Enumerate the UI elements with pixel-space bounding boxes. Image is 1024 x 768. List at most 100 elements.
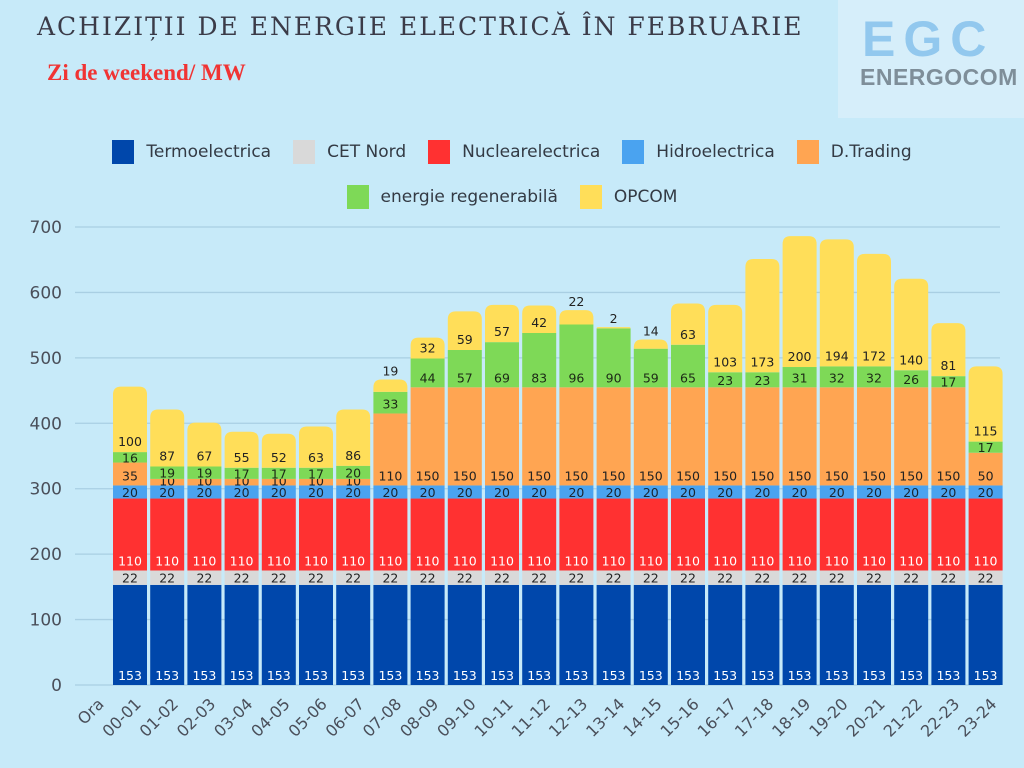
data-label: 110 [676, 554, 700, 569]
data-label: 22 [568, 294, 584, 309]
data-label: 140 [899, 352, 923, 367]
data-label: 153 [527, 668, 551, 683]
data-label: 110 [341, 554, 365, 569]
data-label: 32 [866, 370, 882, 385]
data-label: 153 [118, 668, 142, 683]
bar-segment [485, 498, 519, 571]
bar-segment [113, 570, 147, 585]
bar-segment [633, 348, 668, 388]
data-label: 153 [825, 668, 849, 683]
bar-segment [671, 498, 705, 571]
data-label: 110 [825, 554, 849, 569]
bar-segment [931, 376, 966, 388]
data-label: 150 [416, 468, 440, 483]
legend-label: OPCOM [613, 187, 678, 207]
data-label: 22 [568, 571, 584, 586]
legend-item: Nuclearelectrica [428, 140, 600, 164]
x-tick-label: 14-15 [619, 694, 665, 740]
bar-segment [522, 570, 557, 585]
bar-segment [261, 584, 296, 685]
bar-segment [410, 387, 445, 486]
bar-segment [782, 570, 817, 585]
bar-stack: 153 22 110 20 150 83 42 [522, 305, 557, 685]
bar-segment [968, 570, 1003, 585]
bar-stack: 153 22 110 20 150 44 32 [410, 337, 445, 685]
bar-segment [336, 498, 371, 571]
legend-swatch [796, 140, 819, 164]
bar-segment [336, 485, 371, 499]
data-label: 33 [382, 396, 398, 411]
bar-segment [373, 485, 408, 499]
chart-title: ACHIZIȚII DE ENERGIE ELECTRICĂ ÎN FEBRUA… [37, 12, 804, 41]
bar-segment [150, 584, 185, 685]
data-label: 20 [568, 485, 584, 500]
bar-segment [857, 387, 891, 486]
data-label: 22 [420, 571, 436, 586]
bar-segment [968, 498, 1003, 571]
bar-segment [522, 485, 557, 499]
data-label: 23 [754, 373, 770, 388]
data-label: 150 [862, 468, 886, 483]
bar-segment [782, 584, 817, 685]
data-label: 150 [602, 468, 626, 483]
data-label: 150 [639, 468, 663, 483]
data-label: 32 [829, 370, 845, 385]
bar-stack: 153 22 110 20 150 69 57 [485, 304, 519, 685]
bar-segment [708, 304, 743, 373]
data-label: 22 [382, 571, 398, 586]
bar-segment [224, 431, 259, 468]
data-label: 20 [345, 465, 361, 480]
bar-segment [522, 305, 557, 333]
data-label: 20 [717, 485, 733, 500]
data-label: 17 [308, 466, 324, 481]
data-label: 20 [159, 485, 175, 500]
data-label: 20 [903, 485, 919, 500]
data-label: 81 [940, 358, 956, 373]
bar-segment [187, 584, 222, 685]
data-label: 86 [345, 448, 361, 463]
bar-segment [931, 485, 966, 499]
bar-stack: 153 22 110 20 150 65 63 [671, 303, 705, 685]
bar-segment [782, 367, 817, 388]
bar-segment [931, 570, 966, 585]
bar-segment [410, 358, 445, 388]
legend-label: Nuclearelectrica [462, 142, 601, 162]
bar-segment [596, 387, 631, 486]
bar-segment [150, 485, 185, 499]
x-tick-label: 02-03 [173, 694, 219, 740]
bar-segment [187, 478, 222, 486]
data-label: 20 [531, 485, 547, 500]
data-label: 153 [230, 668, 254, 683]
x-tick-label: 19-20 [805, 694, 851, 740]
x-tick-label: 03-04 [210, 694, 256, 740]
bar-segment [410, 337, 445, 359]
bar-segment [559, 387, 594, 486]
bar-stack: 153 22 110 20 110 33 19 [373, 363, 408, 685]
bar-segment [968, 452, 1003, 486]
bar-segment [261, 467, 296, 479]
legend-item: Termoelectrica [112, 140, 271, 164]
data-label: 153 [676, 668, 700, 683]
bar-segment [150, 466, 185, 479]
bar-segment [187, 570, 222, 585]
data-label: 110 [750, 554, 774, 569]
bar-segment [373, 570, 408, 585]
bar-segment [336, 584, 371, 685]
data-label: 22 [829, 571, 845, 586]
data-label: 150 [825, 468, 849, 483]
data-label: 110 [192, 554, 216, 569]
data-label: 194 [825, 348, 849, 363]
x-tick-label: 05-06 [285, 694, 331, 740]
data-label: 150 [936, 468, 960, 483]
data-label: 22 [271, 571, 287, 586]
data-label: 50 [978, 468, 994, 483]
data-label: 150 [676, 468, 700, 483]
bar-segment [596, 498, 631, 571]
data-label: 19 [159, 466, 175, 481]
legend-label: Termoelectrica [146, 142, 272, 162]
data-label: 153 [974, 668, 998, 683]
